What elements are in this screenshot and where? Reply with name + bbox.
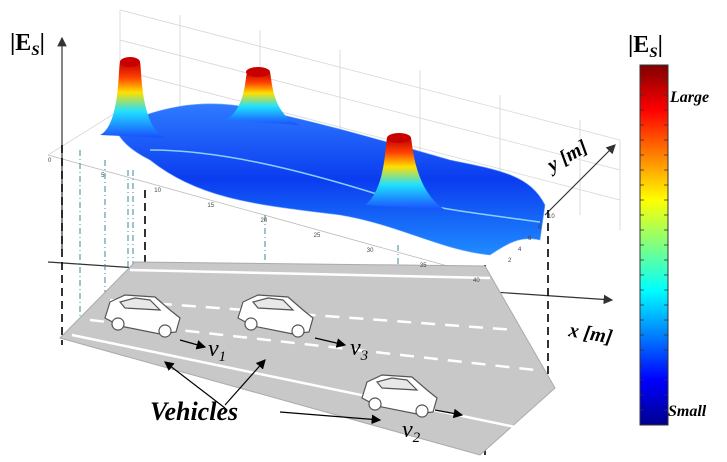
x-tick-label: 40 xyxy=(473,278,480,284)
left-axis-label: |ES| xyxy=(10,30,45,59)
x-tick-label: 30 xyxy=(367,248,374,254)
x-tick-label: 25 xyxy=(314,233,321,239)
y-tick-label: 10 xyxy=(548,214,555,220)
y-tick-label: 2 xyxy=(508,258,512,264)
road xyxy=(60,262,555,455)
diagram: |ES| y [m] x [m] v1 v3 v2 Vehicles |ES| … xyxy=(0,0,727,462)
colorbar xyxy=(640,65,668,425)
vehicles-label: Vehicles xyxy=(150,397,238,426)
colorbar-low-label: Small xyxy=(668,403,707,420)
y-tick-label: 4 xyxy=(518,247,522,253)
x-tick-label: 15 xyxy=(207,203,214,209)
x-tick-label: 35 xyxy=(420,263,427,269)
colorbar-title: |ES| xyxy=(628,32,663,61)
y-axis-label: y [m] xyxy=(542,136,592,178)
x-tick-label: 0 xyxy=(48,158,52,164)
colorbar-high-label: Large xyxy=(669,89,709,106)
x-tick-label: 20 xyxy=(261,218,268,224)
x-axis-label: x [m] xyxy=(566,319,614,349)
x-tick-label: 10 xyxy=(154,188,161,194)
